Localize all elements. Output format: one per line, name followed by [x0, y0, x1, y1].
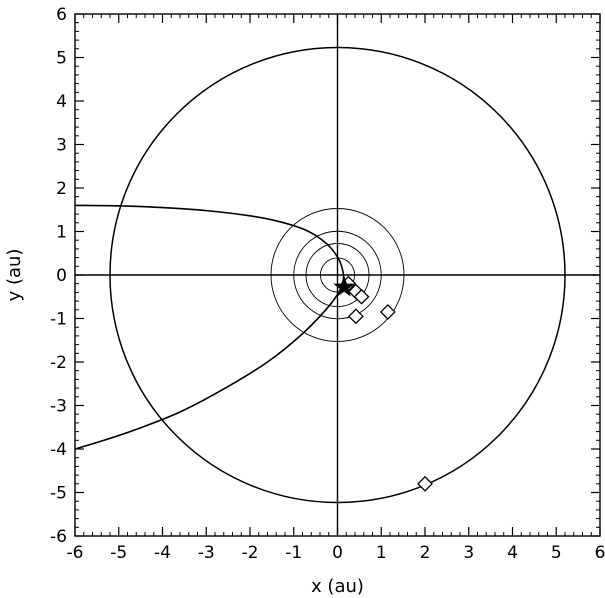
orbit-circle: [270, 208, 405, 342]
y-tick-label: 6: [56, 5, 67, 25]
y-axis-title: y (au): [4, 249, 25, 302]
y-tick-label: 3: [56, 136, 67, 156]
x-tick-label: 3: [463, 543, 474, 563]
diamond-marker: [417, 475, 433, 492]
y-tick-label: -4: [50, 440, 67, 460]
x-tick-label: 0: [332, 543, 343, 563]
star-marker: [333, 275, 356, 297]
y-tick-label: -2: [50, 353, 67, 373]
diamond-marker: [347, 308, 364, 325]
ticks-group: [74, 13, 601, 537]
orbit-circle: [109, 46, 566, 504]
x-tick-label: -6: [67, 543, 84, 563]
diamond-marker: [353, 288, 370, 305]
points-group: [333, 275, 433, 492]
x-tick-label: 2: [420, 543, 431, 563]
y-tick-label: 4: [56, 92, 67, 112]
x-tick-label: 1: [376, 543, 387, 563]
y-tick-label: 5: [56, 49, 67, 69]
x-tick-label: -1: [285, 543, 302, 563]
orbit-circle: [293, 230, 382, 320]
y-tick-label: 2: [56, 179, 67, 199]
x-tick-label: 6: [595, 543, 605, 563]
orbits-group: [109, 46, 566, 504]
y-tick-label: -6: [50, 527, 67, 547]
trajectory-line: [74, 204, 345, 450]
y-tick-label: 1: [56, 223, 67, 243]
tick-labels-group: -6 -5 -4 -3 -2 -1 0 1 2 3 4 5 6 -6 -5 -4 -3 -2 -1 0 1 2 3 4 5 6: [50, 5, 605, 563]
x-tick-label: -5: [110, 543, 127, 563]
x-tick-label: -3: [198, 543, 215, 563]
y-tick-label: -1: [50, 310, 67, 330]
x-tick-label: 4: [507, 543, 518, 563]
x-tick-label: 5: [551, 543, 562, 563]
x-axis-title: x (au): [311, 576, 364, 597]
y-tick-label: -3: [50, 397, 67, 417]
orbit-circle: [305, 243, 370, 307]
y-tick-label: -5: [50, 484, 67, 504]
x-tick-label: -2: [242, 543, 259, 563]
diamond-marker: [379, 304, 396, 320]
trajectory-group: [74, 204, 345, 450]
axes-group: [74, 13, 601, 537]
x-tick-label: -4: [154, 543, 171, 563]
y-tick-label: 0: [56, 266, 67, 286]
